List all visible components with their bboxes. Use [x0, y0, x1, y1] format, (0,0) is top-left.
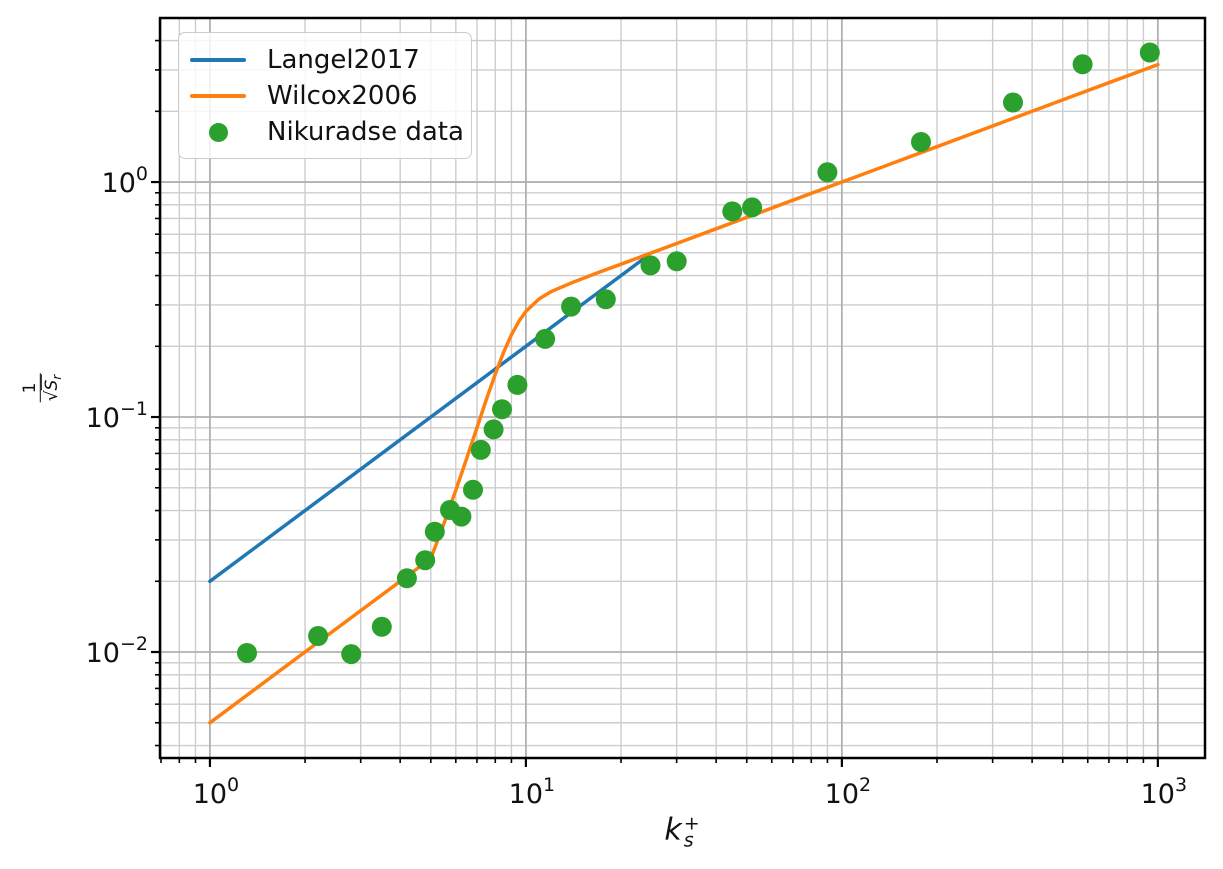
series-line-wilcox2006 — [208, 62, 1160, 725]
legend-line-swatch — [189, 58, 247, 62]
legend-entry-nikuradse-data: Nikuradse data — [189, 114, 464, 150]
legend-label: Nikuradse data — [267, 117, 464, 147]
scatter-point — [507, 374, 528, 395]
series-line-langel2017 — [208, 255, 648, 584]
x-axis-label-base: k — [664, 812, 682, 848]
scatter-point — [666, 251, 687, 272]
y-axis-label: 1 √Sr — [20, 373, 68, 403]
scatter-point — [483, 419, 504, 440]
scatter-point — [371, 616, 392, 637]
scatter-point — [742, 197, 763, 218]
scatter-point — [1072, 54, 1093, 75]
sqrt-radical-glyph: √ — [41, 390, 62, 402]
scatter-point — [470, 439, 491, 460]
scatter-point — [308, 626, 329, 646]
scatter-point — [415, 550, 436, 571]
scatter-point — [640, 255, 661, 276]
scatter-point — [911, 132, 931, 152]
line-swatch-icon — [190, 94, 246, 98]
scatter-point — [451, 506, 472, 527]
scatter-point — [492, 399, 512, 420]
y-axis-label-den-base: Sr — [40, 374, 65, 391]
scatter-point — [341, 644, 362, 665]
scatter-point — [1139, 42, 1160, 63]
y-tick-label: 10−1 — [86, 398, 148, 434]
legend: Langel2017 Wilcox2006 Nikuradse data — [178, 32, 472, 159]
legend-label: Langel2017 — [267, 45, 420, 75]
scatter-point — [237, 643, 257, 663]
scatter-point — [463, 479, 483, 500]
x-tick-label: 102 — [825, 774, 871, 810]
scatter-point — [1003, 92, 1023, 113]
scatter-point — [817, 162, 838, 183]
y-axis-label-numerator: 1 — [20, 373, 41, 403]
dot-marker-icon — [208, 122, 228, 142]
x-axis-label: k + s — [664, 812, 700, 851]
y-axis-label-fraction: 1 √Sr — [20, 373, 68, 403]
legend-entry-wilcox2006: Wilcox2006 — [189, 78, 461, 114]
x-axis-label-scripts: + s — [683, 812, 700, 851]
scatter-point — [535, 328, 556, 349]
legend-entry-langel2017: Langel2017 — [189, 42, 461, 78]
legend-label: Wilcox2006 — [267, 81, 418, 111]
y-tick-label: 100 — [102, 163, 148, 199]
y-tick-label: 10−2 — [86, 633, 148, 669]
scatter-point — [424, 521, 445, 542]
y-axis-label-denominator: √Sr — [40, 374, 68, 403]
x-axis-label-subscript: s — [683, 829, 694, 851]
x-axis-label-superscript: + — [683, 812, 700, 834]
legend-marker-swatch — [189, 122, 247, 142]
x-tick-label: 100 — [193, 774, 239, 810]
plot-frame — [158, 16, 1207, 760]
x-tick-label: 101 — [509, 774, 555, 810]
x-tick-label: 103 — [1141, 774, 1187, 810]
line-swatch-icon — [190, 58, 246, 62]
legend-line-swatch — [189, 94, 247, 98]
scatter-point — [595, 289, 616, 310]
scatter-point — [561, 296, 582, 317]
scatter-point — [396, 568, 417, 589]
scatter-point — [722, 201, 743, 222]
